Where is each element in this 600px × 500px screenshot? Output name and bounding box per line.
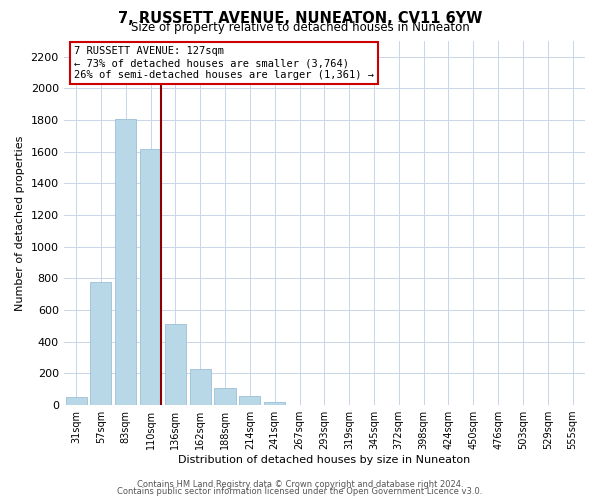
Text: 7, RUSSETT AVENUE, NUNEATON, CV11 6YW: 7, RUSSETT AVENUE, NUNEATON, CV11 6YW	[118, 11, 482, 26]
Bar	[91, 282, 112, 405]
Bar	[264, 402, 285, 405]
Text: 7 RUSSETT AVENUE: 127sqm
← 73% of detached houses are smaller (3,764)
26% of sem: 7 RUSSETT AVENUE: 127sqm ← 73% of detach…	[74, 46, 374, 80]
Y-axis label: Number of detached properties: Number of detached properties	[15, 136, 25, 310]
Bar	[214, 388, 236, 405]
Bar	[65, 397, 86, 405]
X-axis label: Distribution of detached houses by size in Nuneaton: Distribution of detached houses by size …	[178, 455, 470, 465]
Text: Contains public sector information licensed under the Open Government Licence v3: Contains public sector information licen…	[118, 487, 482, 496]
Text: Size of property relative to detached houses in Nuneaton: Size of property relative to detached ho…	[131, 22, 469, 35]
Bar	[140, 148, 161, 405]
Bar	[165, 324, 186, 405]
Bar	[190, 368, 211, 405]
Text: Contains HM Land Registry data © Crown copyright and database right 2024.: Contains HM Land Registry data © Crown c…	[137, 480, 463, 489]
Bar	[239, 396, 260, 405]
Bar	[115, 118, 136, 405]
